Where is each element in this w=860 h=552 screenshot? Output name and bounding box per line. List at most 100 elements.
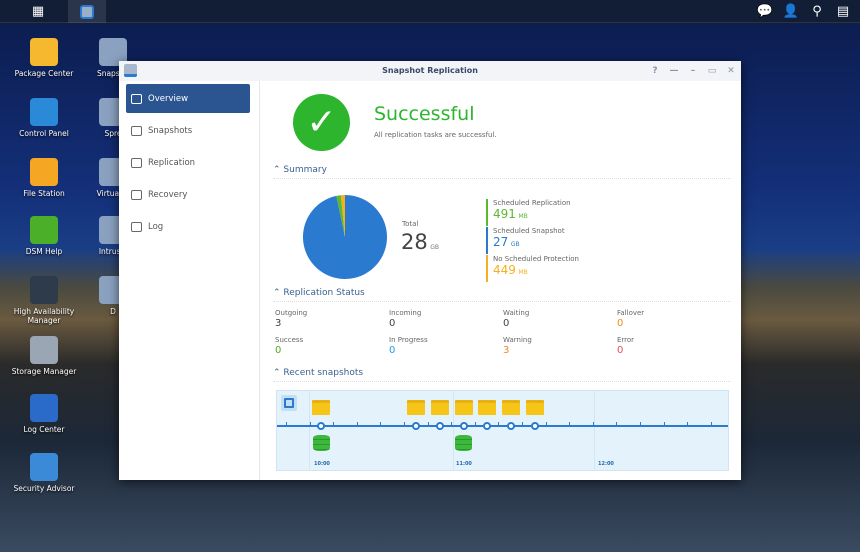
desktop-icon[interactable]: Package Center [9,38,79,78]
app-icon [124,64,137,77]
tick [545,422,547,426]
sidebar: Overview Snapshots Replication Recovery Log [119,81,260,480]
app-icon [30,453,58,481]
snapshot-folder-icon[interactable] [407,400,425,415]
snapshot-folder-icon[interactable] [502,400,520,415]
snapshot-folder-icon[interactable] [526,400,544,415]
snapshot-marker[interactable] [483,422,491,430]
status-label: Error [617,336,635,344]
desktop-icon[interactable]: Log Center [9,394,79,434]
snapshot-folder-icon[interactable] [312,400,330,415]
status-title: Successful [374,103,475,125]
sidebar-item-snapshots[interactable]: Snapshots [126,116,250,145]
tick [663,422,665,426]
summary-heading: Summary [283,165,327,175]
snapshot-timeline[interactable]: 10:00 11:00 12:00 [276,390,729,471]
snapshot-marker[interactable] [507,422,515,430]
app-icon [30,216,58,244]
status-label: In Progress [389,336,428,344]
time-label: 11:00 [456,461,472,467]
replication-database-icon[interactable] [313,435,330,451]
snapshot-marker[interactable] [412,422,420,430]
sidebar-item-replication[interactable]: Replication [126,148,250,177]
tick [640,422,641,426]
tick [427,422,429,426]
recent-snapshots-heading: Recent snapshots [283,368,364,378]
chat-icon[interactable]: 💬 [756,4,774,19]
close-icon[interactable]: ✕ [727,66,735,76]
status-value: 3 [275,318,282,329]
snapshot-marker[interactable] [436,422,444,430]
replication-status-section-header[interactable]: ⌃ Replication Status [273,288,731,302]
sidebar-item-recovery[interactable]: Recovery [126,180,250,209]
recovery-icon [131,189,142,200]
legend-item: No Scheduled Protection 449 MB [486,255,579,282]
calendar-button[interactable] [281,395,297,411]
summary-pie-chart [303,195,387,279]
status-label: Warning [503,336,532,344]
status-label: Fallover [617,309,645,317]
summary-section-header[interactable]: ⌃ Summary [273,165,731,179]
desktop-icon[interactable]: File Station [9,158,79,198]
status-message: All replication tasks are successful. [374,131,497,139]
time-label: 10:00 [314,461,330,467]
hour-divider [594,391,595,470]
tick [380,422,382,426]
desktop-icon[interactable]: DSM Help [9,216,79,256]
replication-icon [131,157,142,168]
tick [592,422,594,426]
snapshot-replication-taskbar-icon[interactable] [68,0,106,23]
pin-icon[interactable]: — [669,66,679,76]
window-titlebar[interactable]: Snapshot Replication ? — – ▭ ✕ [119,61,741,81]
desktop-icon[interactable]: High Availability Manager [9,276,79,325]
app-icon [30,38,58,66]
status-value: 0 [275,345,282,356]
minimize-icon[interactable]: – [690,66,696,76]
app-icon [30,158,58,186]
status-value: 0 [617,318,624,329]
tick [522,422,523,426]
chevron-up-icon: ⌃ [273,165,284,175]
snapshot-folder-icon[interactable] [431,400,449,415]
app-icon [30,98,58,126]
app-icon [30,276,58,304]
overview-icon [131,93,142,104]
snapshot-marker[interactable] [317,422,325,430]
legend-item: Scheduled Snapshot 27 GB [486,227,565,254]
desktop-icon[interactable]: Storage Manager [9,336,79,376]
total-label: Total [402,220,419,228]
desktop-icon[interactable]: Snapsho [78,38,148,78]
tick [286,422,287,426]
user-icon[interactable]: 👤 [782,4,800,19]
snapshot-replication-window: Snapshot Replication ? — – ▭ ✕ Overview S… [119,61,741,480]
tick [404,422,405,426]
status-label: Incoming [389,309,422,317]
status-label: Outgoing [275,309,308,317]
snapshot-marker[interactable] [460,422,468,430]
desktop-icon[interactable]: Security Advisor [9,453,79,493]
tick [356,422,358,426]
snapshot-marker[interactable] [531,422,539,430]
main-menu-icon[interactable]: ▦ [31,4,45,19]
recent-snapshots-section-header[interactable]: ⌃ Recent snapshots [273,368,731,382]
sidebar-item-overview[interactable]: Overview [126,84,250,113]
maximize-icon[interactable]: ▭ [707,66,717,76]
snapshots-icon [131,125,142,136]
success-icon: ✓ [293,94,350,151]
tick [333,422,335,426]
tick [498,422,500,426]
widgets-icon[interactable]: ▤ [836,4,850,19]
status-label: Waiting [503,309,530,317]
app-icon [30,336,58,364]
sidebar-item-log[interactable]: Log [126,212,250,241]
desktop-icon[interactable]: Control Panel [9,98,79,138]
status-value: 0 [503,318,510,329]
snapshot-folder-icon[interactable] [455,400,473,415]
search-icon[interactable]: ⚲ [812,4,822,19]
replication-database-icon[interactable] [455,435,472,451]
window-title: Snapshot Replication [382,66,478,75]
app-icon [30,394,58,422]
snapshot-folder-icon[interactable] [478,400,496,415]
help-icon[interactable]: ? [652,66,658,76]
timeline-axis [277,425,728,427]
